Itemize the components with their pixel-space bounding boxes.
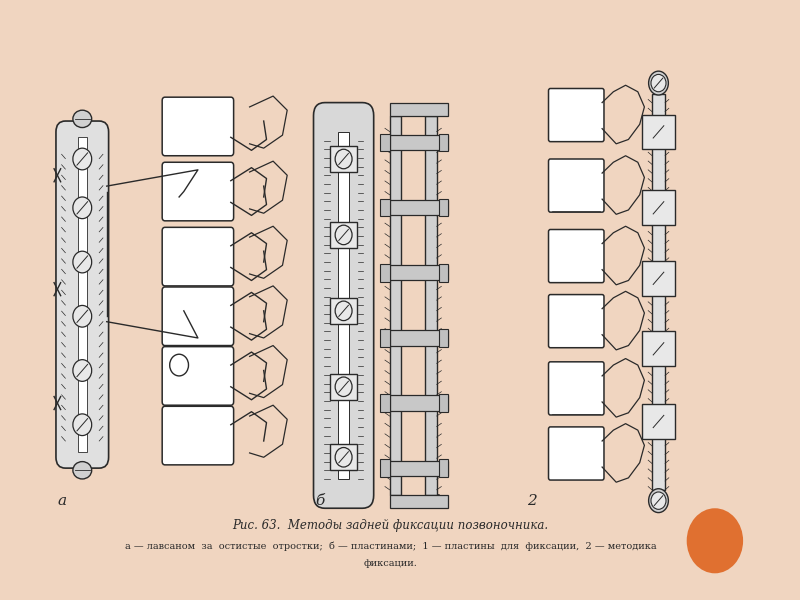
Bar xyxy=(380,329,390,347)
Circle shape xyxy=(651,74,666,92)
Bar xyxy=(642,331,675,366)
Text: 1: 1 xyxy=(433,494,442,508)
FancyBboxPatch shape xyxy=(162,287,234,346)
Text: а — лавсаном  за  остистые  отростки;  б — пластинами;  1 — пластины  для  фикса: а — лавсаном за остистые отростки; б — п… xyxy=(125,541,657,551)
Text: фиксации.: фиксации. xyxy=(364,559,418,568)
Circle shape xyxy=(649,121,668,143)
Bar xyxy=(438,329,448,347)
Circle shape xyxy=(73,197,92,218)
Bar xyxy=(390,331,448,346)
FancyBboxPatch shape xyxy=(162,406,234,465)
Circle shape xyxy=(686,508,743,574)
Bar xyxy=(330,374,357,400)
Bar xyxy=(642,404,675,439)
Bar xyxy=(78,137,87,452)
Bar xyxy=(380,264,390,281)
Ellipse shape xyxy=(649,71,668,95)
Bar xyxy=(330,146,357,172)
Circle shape xyxy=(335,301,352,320)
Bar xyxy=(330,298,357,324)
Ellipse shape xyxy=(649,489,668,512)
Circle shape xyxy=(649,197,668,218)
Bar xyxy=(338,132,350,479)
Bar xyxy=(380,460,390,477)
Bar xyxy=(642,261,675,296)
Circle shape xyxy=(649,268,668,289)
Circle shape xyxy=(73,359,92,382)
Circle shape xyxy=(73,305,92,327)
Bar xyxy=(438,199,448,217)
FancyBboxPatch shape xyxy=(549,427,604,480)
Ellipse shape xyxy=(73,461,92,479)
FancyBboxPatch shape xyxy=(314,103,374,508)
FancyBboxPatch shape xyxy=(549,295,604,348)
Bar xyxy=(380,134,390,151)
Circle shape xyxy=(649,338,668,359)
Text: 2: 2 xyxy=(526,494,537,508)
Circle shape xyxy=(649,410,668,433)
Bar xyxy=(642,115,675,149)
Circle shape xyxy=(170,354,189,376)
FancyBboxPatch shape xyxy=(549,229,604,283)
Bar xyxy=(380,199,390,217)
Bar xyxy=(438,460,448,477)
Bar xyxy=(390,461,448,476)
Text: Рис. 63.  Методы задней фиксации позвоночника.: Рис. 63. Методы задней фиксации позвоноч… xyxy=(233,519,549,532)
FancyBboxPatch shape xyxy=(549,362,604,415)
Bar xyxy=(390,265,448,280)
Bar xyxy=(652,94,665,490)
Bar xyxy=(330,222,357,248)
FancyBboxPatch shape xyxy=(162,162,234,221)
Circle shape xyxy=(335,377,352,397)
Circle shape xyxy=(335,225,352,245)
Bar xyxy=(390,200,448,215)
Bar xyxy=(438,134,448,151)
Bar xyxy=(438,264,448,281)
Ellipse shape xyxy=(73,110,92,128)
FancyBboxPatch shape xyxy=(162,97,234,156)
Bar xyxy=(426,116,437,495)
FancyBboxPatch shape xyxy=(549,88,604,142)
Bar xyxy=(390,495,448,508)
Circle shape xyxy=(73,148,92,170)
FancyBboxPatch shape xyxy=(56,121,109,468)
Circle shape xyxy=(335,448,352,467)
Text: а: а xyxy=(57,494,66,508)
Bar xyxy=(330,444,357,470)
Text: б: б xyxy=(315,494,325,508)
Bar xyxy=(390,135,448,151)
FancyBboxPatch shape xyxy=(549,159,604,212)
Bar xyxy=(438,394,448,412)
Bar xyxy=(390,395,448,410)
Circle shape xyxy=(73,251,92,273)
Bar xyxy=(642,190,675,225)
FancyBboxPatch shape xyxy=(162,347,234,405)
Circle shape xyxy=(335,149,352,169)
FancyBboxPatch shape xyxy=(162,227,234,286)
Circle shape xyxy=(651,492,666,509)
Circle shape xyxy=(73,414,92,436)
Bar xyxy=(390,103,448,116)
Bar xyxy=(390,116,401,495)
Bar xyxy=(380,394,390,412)
